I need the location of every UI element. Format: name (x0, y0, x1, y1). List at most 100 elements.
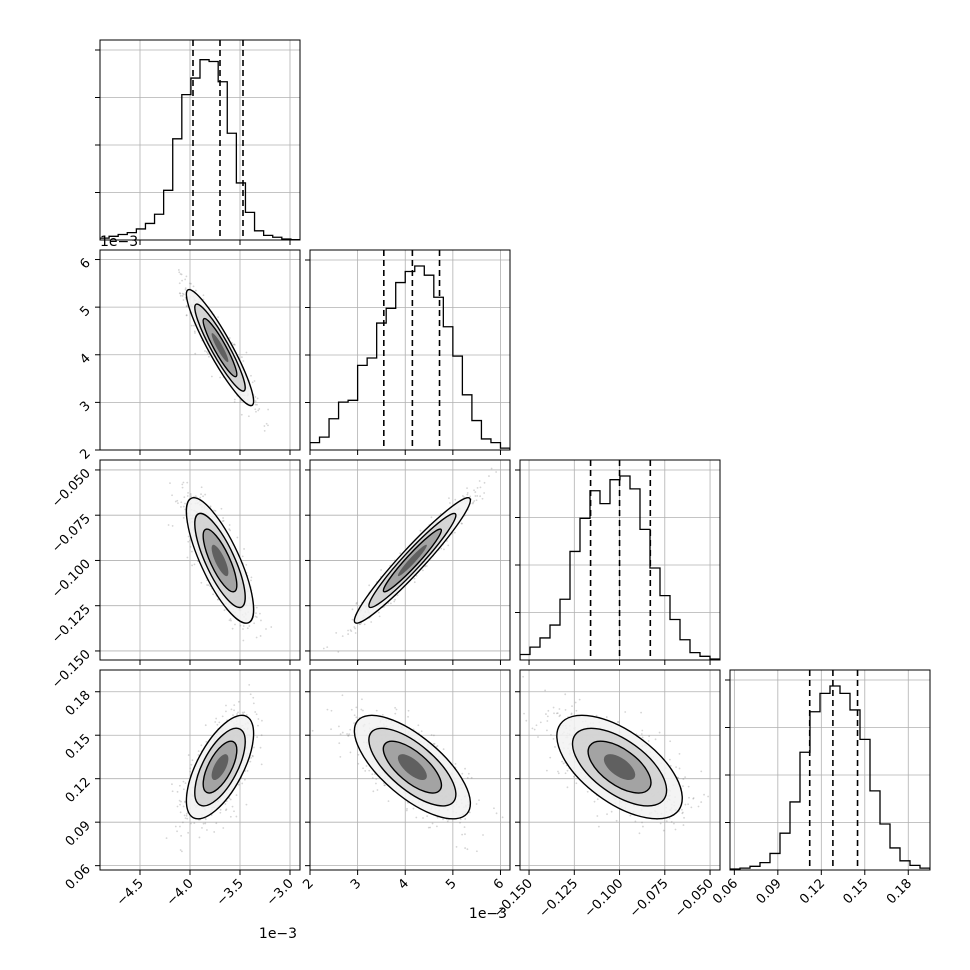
sample-point (181, 483, 184, 486)
sample-point (191, 550, 193, 553)
sample-point (447, 544, 450, 547)
sample-point (464, 818, 467, 820)
sample-point (171, 494, 173, 497)
sample-point (478, 799, 480, 802)
sample-point (183, 496, 186, 499)
sample-point (251, 381, 254, 384)
sample-point (525, 719, 528, 722)
sample-point (350, 630, 353, 633)
sample-point (473, 489, 475, 492)
sample-point (383, 784, 386, 787)
sample-point (605, 716, 608, 718)
sample-point (202, 294, 205, 297)
sample-point (184, 288, 187, 291)
sample-point (257, 724, 259, 727)
sample-point (493, 807, 495, 810)
y-tick-label: 0.09 (63, 818, 94, 849)
sample-point (205, 351, 208, 353)
sample-point (180, 501, 183, 504)
sample-point (405, 809, 408, 812)
sample-point (353, 722, 356, 725)
sample-point (201, 827, 203, 829)
x-tick-label: 4 (396, 876, 412, 892)
sample-point (187, 831, 190, 834)
sample-point (436, 825, 438, 828)
sample-point (394, 598, 396, 601)
sample-point (231, 805, 234, 808)
sample-point (372, 790, 375, 793)
sample-point (495, 812, 498, 815)
density-contour (397, 754, 427, 781)
y-tick-label: 5 (77, 303, 93, 319)
histogram-step (100, 59, 300, 240)
sample-point (440, 547, 443, 550)
sample-point (539, 721, 542, 724)
sample-point (171, 525, 174, 527)
sample-point (202, 495, 204, 498)
sample-point (407, 709, 410, 712)
sample-point (186, 305, 188, 308)
sample-point (364, 770, 367, 772)
sample-point (179, 803, 181, 806)
sample-point (674, 828, 677, 831)
sample-point (687, 803, 690, 806)
sample-point (347, 734, 350, 737)
sample-point (346, 733, 348, 735)
sample-point (381, 713, 384, 716)
sample-point (358, 623, 361, 626)
sample-point (233, 401, 236, 403)
sample-point (501, 816, 504, 819)
sample-point (483, 481, 486, 484)
sample-point (237, 711, 239, 714)
sample-point (178, 282, 181, 285)
sample-point (586, 790, 589, 793)
sample-point (370, 621, 373, 623)
sample-point (233, 398, 236, 401)
sample-point (190, 324, 193, 327)
panel-frame (309, 249, 511, 451)
sample-point (365, 765, 368, 767)
sample-point (188, 282, 191, 285)
sample-point (179, 292, 182, 295)
y-tick-label: 4 (77, 351, 93, 367)
sample-point (347, 629, 349, 632)
sample-point (339, 733, 342, 736)
y-tick-label: 0.12 (63, 775, 94, 806)
sample-point (179, 825, 181, 828)
sample-point (178, 271, 181, 274)
sample-point (194, 352, 197, 355)
sample-point (330, 709, 333, 712)
sample-point (182, 293, 185, 296)
sample-point (362, 767, 364, 770)
sample-point (350, 708, 353, 711)
sample-point (263, 429, 266, 432)
sample-point (250, 579, 252, 582)
sample-point (176, 790, 179, 793)
sample-point (265, 422, 268, 425)
sample-point (250, 576, 253, 579)
sample-point (354, 627, 356, 630)
sample-point (239, 624, 242, 627)
sample-point (593, 800, 596, 803)
sample-point (260, 763, 263, 766)
sample-point (245, 803, 248, 806)
sample-point (251, 754, 254, 757)
sample-point (242, 625, 245, 627)
sample-point (481, 497, 484, 500)
sample-point (231, 627, 234, 630)
sample-point (472, 501, 475, 504)
x-tick-label: 3 (348, 876, 364, 892)
sample-point (466, 493, 469, 496)
sample-point (442, 748, 445, 751)
sample-point (193, 822, 196, 825)
sample-point (396, 594, 399, 597)
sample-point (252, 746, 255, 749)
density-contour (211, 544, 229, 577)
sample-point (430, 516, 433, 519)
sample-point (171, 790, 174, 793)
sample-point (181, 292, 184, 295)
sample-point (311, 729, 314, 732)
sample-point (176, 830, 178, 833)
x-tick-label: −3.5 (214, 876, 247, 909)
sample-point (399, 552, 402, 555)
